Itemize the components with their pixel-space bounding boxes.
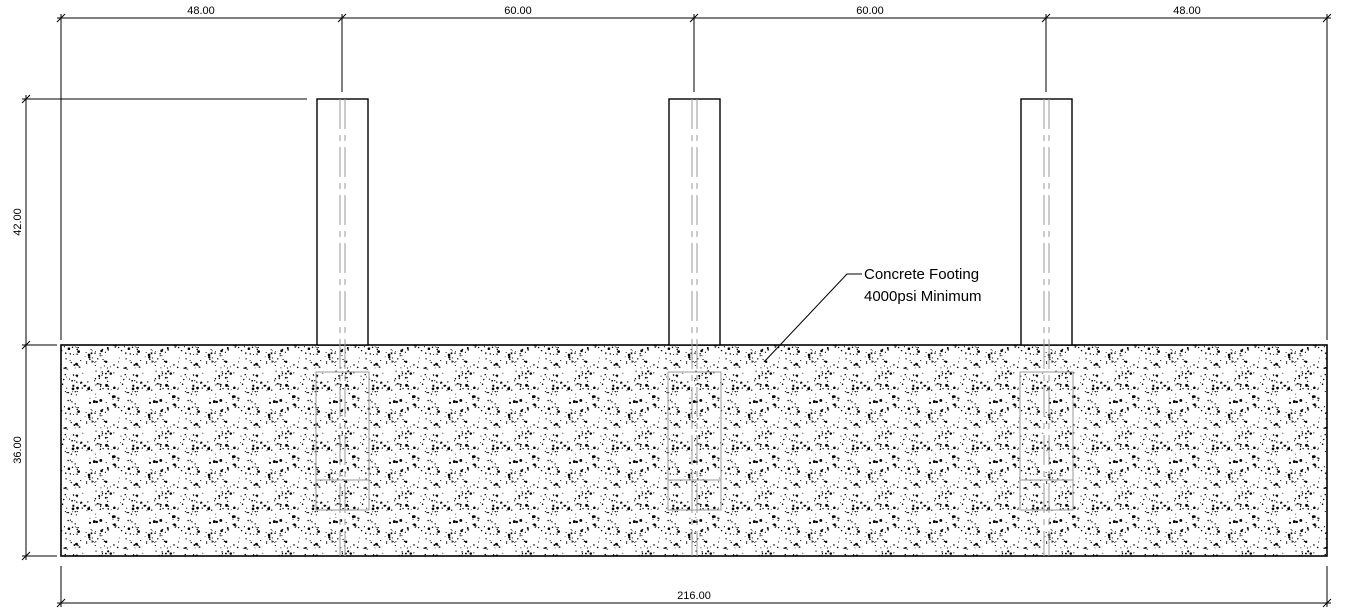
concrete-footing bbox=[60, 344, 1328, 557]
post-2 bbox=[667, 98, 722, 556]
post-3 bbox=[1019, 98, 1074, 556]
bottom-dimension: 216.00 bbox=[56, 566, 1332, 608]
dimension-label-top-4: 48.00 bbox=[1173, 5, 1201, 17]
dimension-label-top-1: 48.00 bbox=[187, 5, 215, 17]
left-dimension-chain: 42.00 36.00 bbox=[12, 94, 307, 561]
callout-line-2: 4000psi Minimum bbox=[864, 288, 982, 305]
callout-line-1: Concrete Footing bbox=[864, 266, 979, 283]
top-dimension-chain: 48.00 60.00 60.00 48.00 bbox=[56, 5, 1332, 340]
callout-leader bbox=[763, 273, 862, 363]
dimension-label-overall-width: 216.00 bbox=[677, 590, 711, 602]
dimension-label-footing-depth: 36.00 bbox=[12, 436, 24, 464]
dimension-label-top-2: 60.00 bbox=[504, 5, 532, 17]
footing-callout: Concrete Footing 4000psi Minimum bbox=[763, 266, 982, 363]
post-1 bbox=[315, 98, 370, 556]
dimension-label-top-3: 60.00 bbox=[856, 5, 884, 17]
dimension-label-post-height: 42.00 bbox=[12, 208, 24, 236]
